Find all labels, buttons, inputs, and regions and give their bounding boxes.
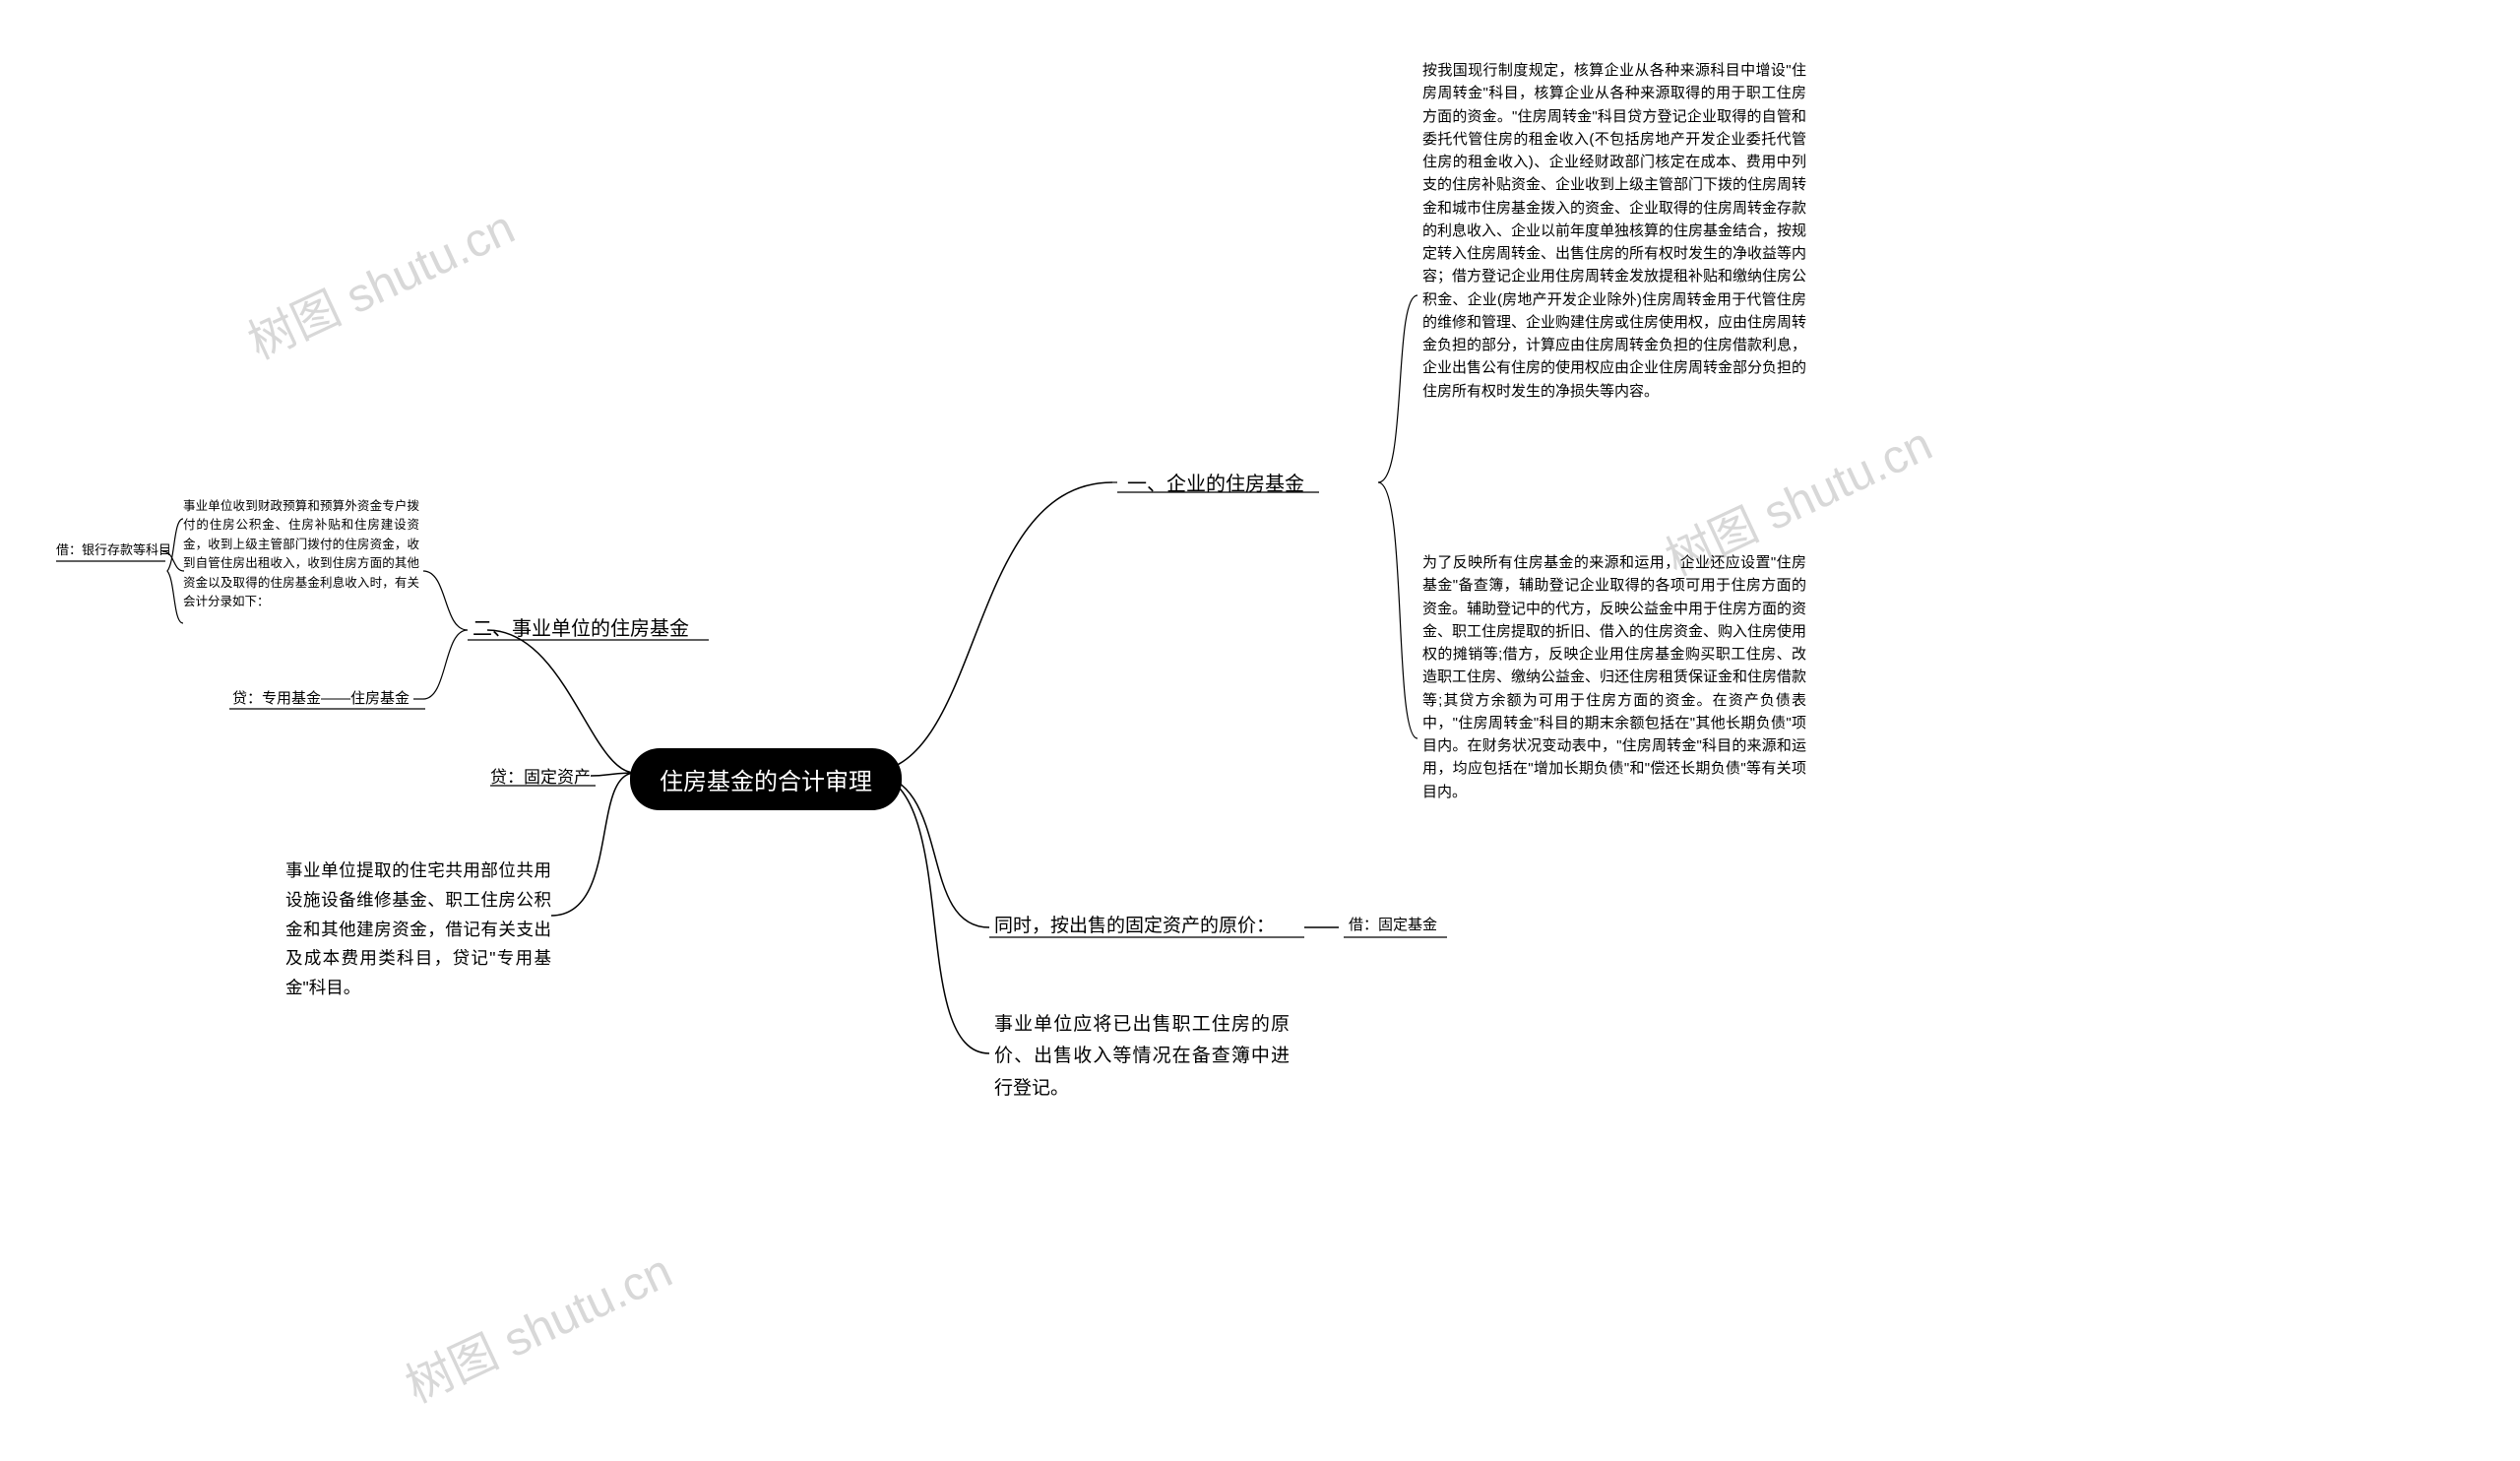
left-branch-2[interactable]: 贷：固定资产: [490, 763, 591, 788]
right-branch-2[interactable]: 同时，按出售的固定资产的原价：: [994, 911, 1275, 937]
right-branch-1[interactable]: 一、企业的住房基金: [1127, 468, 1304, 496]
mindmap-canvas: 树图 shutu.cn 树图 shutu.cn 树图 shutu.cn: [0, 0, 2520, 1461]
left-branch-3-text: 事业单位提取的住宅共用部位共用设施设备维修基金、职工住房公积金和其他建房资金，借…: [285, 857, 551, 1003]
watermark: 树图 shutu.cn: [393, 1233, 681, 1416]
center-node[interactable]: 住房基金的合计审理: [630, 748, 902, 810]
left-leaf-credit-fund[interactable]: 贷：专用基金——住房基金: [232, 687, 410, 708]
right-branch-2-leaf[interactable]: 借：固定基金: [1349, 914, 1437, 934]
left-branch-1[interactable]: 二、事业单位的住房基金: [472, 612, 689, 641]
right-branch-1-child1: 按我国现行制度规定，核算企业从各种来源科目中增设"住房周转金"科目，核算企业从各…: [1422, 59, 1806, 403]
connector-lines: [0, 0, 2520, 1461]
watermark: 树图 shutu.cn: [235, 189, 524, 372]
left-branch-1-desc: 事业单位收到财政预算和预算外资金专户拨付的住房公积金、住房补贴和住房建设资金，收…: [183, 497, 419, 611]
right-branch-3-text: 事业单位应将已出售职工住房的原价、出售收入等情况在备查簿中进行登记。: [994, 1009, 1290, 1105]
left-leaf-bank[interactable]: 借：银行存款等科目: [56, 540, 171, 558]
right-branch-1-child2: 为了反映所有住房基金的来源和运用，企业还应设置"住房基金"备查簿，辅助登记企业取…: [1422, 551, 1806, 803]
